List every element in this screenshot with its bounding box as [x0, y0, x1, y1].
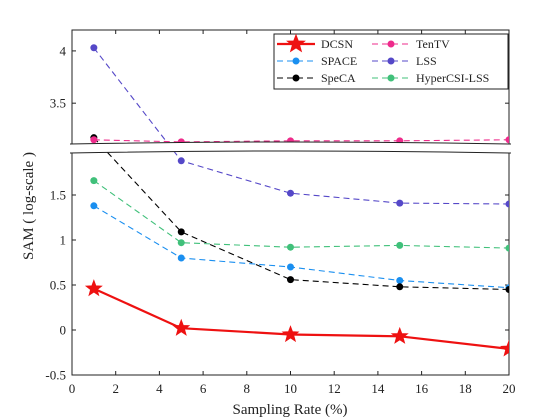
- data-point-hypercsi-lss: [178, 239, 185, 246]
- data-point-space: [178, 255, 185, 262]
- x-tick-label: 14: [371, 381, 385, 396]
- x-tick-label: 18: [459, 381, 472, 396]
- legend-label-tentv: TenTV: [416, 37, 450, 51]
- data-point-hypercsi-lss: [506, 245, 513, 252]
- legend-label-speca: SpeCA: [321, 71, 356, 85]
- x-tick-label: 16: [415, 381, 429, 396]
- data-point-lss: [178, 157, 185, 164]
- legend-label-dcsn: DCSN: [321, 37, 353, 51]
- x-tick-label: 20: [503, 381, 516, 396]
- data-point-lss: [287, 190, 294, 197]
- y-tick-label: 3.5: [50, 96, 66, 111]
- legend: DCSN SPACE SpeCA TenTV LSS HyperCSI-LSS: [274, 34, 508, 89]
- data-point-speca: [178, 228, 185, 235]
- data-point-hypercsi-lss: [396, 242, 403, 249]
- axis-break: [70, 142, 511, 153]
- y-tick-label: 0: [60, 323, 67, 338]
- x-tick-label: 2: [112, 381, 119, 396]
- data-point-tentv: [506, 136, 513, 143]
- legend-marker-tentv: [388, 41, 395, 48]
- y-axis-label: SAM ( log-scale ): [21, 152, 37, 260]
- data-point-lss: [506, 201, 513, 208]
- legend-label-hypercsi-lss: HyperCSI-LSS: [416, 71, 489, 85]
- legend-marker-hypercsi-lss: [388, 75, 395, 82]
- legend-marker-lss: [388, 58, 395, 65]
- data-point-space: [90, 202, 97, 209]
- y-tick-label: 4: [60, 43, 67, 58]
- legend-marker-speca: [293, 75, 300, 82]
- data-point-lss: [396, 200, 403, 207]
- y-tick-label: -0.5: [45, 368, 66, 383]
- legend-label-lss: LSS: [416, 54, 437, 68]
- x-axis-label: Sampling Rate (%): [233, 402, 348, 418]
- data-point-hypercsi-lss: [90, 177, 97, 184]
- x-tick-label: 10: [284, 381, 297, 396]
- x-tick-label: 6: [200, 381, 207, 396]
- y-tick-label: 0.5: [50, 278, 66, 293]
- y-tick-label: 1: [60, 233, 67, 248]
- data-point-space: [287, 264, 294, 271]
- data-point-lss: [90, 44, 97, 51]
- y-tick-label: 1.5: [50, 188, 66, 203]
- data-point-speca: [506, 286, 513, 293]
- data-point-speca: [396, 283, 403, 290]
- data-point-tentv: [90, 136, 97, 143]
- data-point-hypercsi-lss: [287, 244, 294, 251]
- legend-marker-space: [293, 58, 300, 65]
- x-tick-label: 4: [156, 381, 163, 396]
- x-tick-label: 8: [244, 381, 251, 396]
- x-tick-label: 0: [69, 381, 76, 396]
- data-point-speca: [287, 276, 294, 283]
- data-point-space: [396, 277, 403, 284]
- legend-label-space: SPACE: [321, 54, 357, 68]
- x-tick-label: 12: [328, 381, 341, 396]
